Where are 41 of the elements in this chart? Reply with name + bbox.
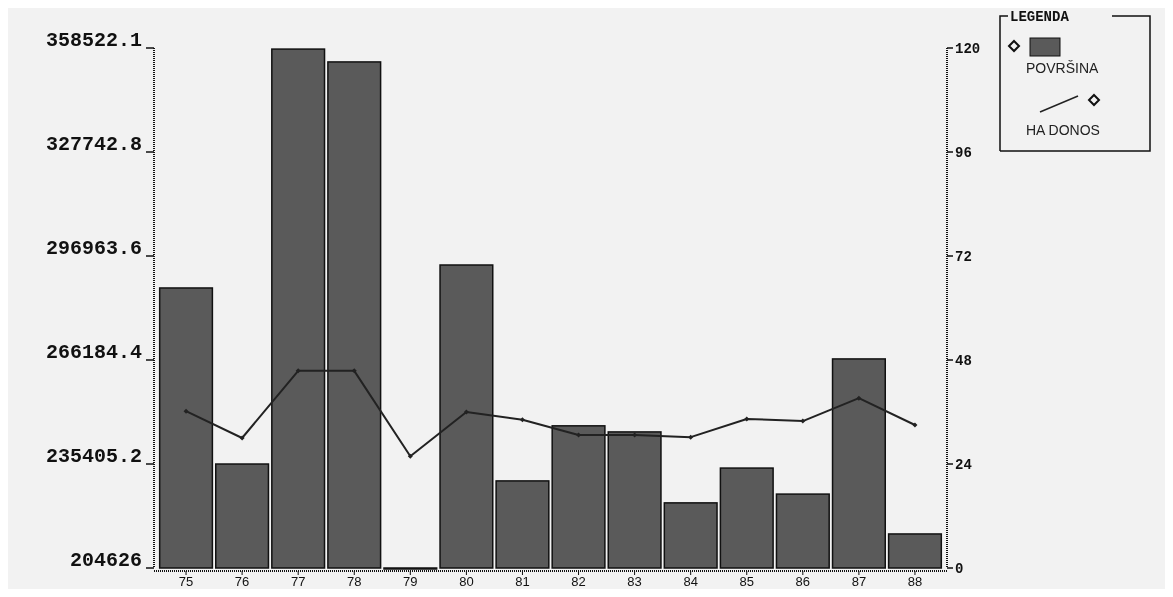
- legend-label: HA DONOS: [1026, 122, 1100, 138]
- x-tick-label: 86: [795, 574, 811, 589]
- x-tick-label: 81: [515, 574, 530, 589]
- point: [912, 422, 918, 428]
- y-tick-label: 327742.8: [45, 133, 142, 156]
- x-tick-label: 78: [347, 574, 362, 589]
- y-tick-label: 235405.2: [45, 445, 142, 468]
- x-tick-label: 82: [571, 574, 586, 589]
- point: [351, 368, 357, 374]
- point: [407, 453, 413, 459]
- x-tick-label: 77: [290, 574, 306, 589]
- point: [800, 418, 806, 424]
- point: [856, 395, 862, 401]
- y2-tick-label: 24: [955, 456, 972, 473]
- x-tick-label: 87: [851, 574, 867, 589]
- x-tick-label: 80: [459, 574, 474, 589]
- point: [744, 416, 750, 422]
- y2-tick-label: 96: [955, 144, 972, 161]
- x-tick-label: 76: [234, 574, 250, 589]
- point: [688, 434, 694, 440]
- x-tick-label: 83: [627, 574, 642, 589]
- x-tick-label: 75: [178, 574, 194, 589]
- point: [295, 368, 301, 374]
- point: [519, 417, 525, 423]
- y-tick-label: 358522.1: [45, 29, 142, 52]
- x-tick-label: 85: [739, 574, 754, 589]
- x-tick-label: 79: [403, 574, 418, 589]
- y2-tick-label: 72: [955, 248, 972, 265]
- point: [463, 409, 469, 415]
- y2-tick-label: 48: [955, 352, 972, 369]
- y-tick-label: 266184.4: [45, 341, 142, 364]
- legend-title: LEGENDA: [1010, 9, 1070, 25]
- y2-tick-label: 0: [955, 560, 964, 577]
- y-tick-label: 296963.6: [45, 237, 142, 260]
- point: [183, 408, 189, 414]
- legend-label: POVRŠINA: [1026, 60, 1100, 76]
- x-tick-label: 88: [907, 574, 923, 589]
- x-tick-label: 84: [683, 574, 698, 589]
- point: [239, 435, 245, 441]
- y2-tick-label: 120: [955, 40, 981, 57]
- y-tick-label: 204626: [69, 549, 142, 572]
